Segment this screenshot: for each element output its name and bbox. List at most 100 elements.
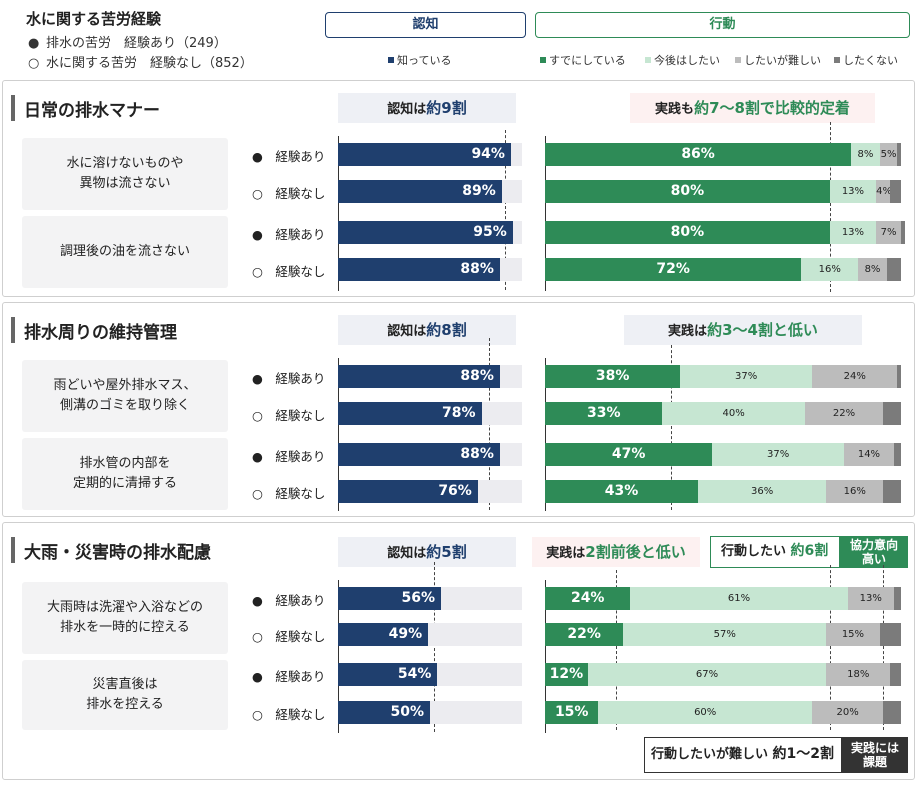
item-label: 雨どいや屋外排水マス、 側溝のゴミを取り除く	[22, 360, 228, 432]
callout-text: 認知は	[387, 102, 427, 117]
legend-awareness-label: 知っている	[397, 54, 452, 67]
section-title: 日常の排水マナー	[24, 101, 160, 121]
behavior-segment-1: 61%	[630, 587, 848, 610]
open-circle-icon: ○	[28, 56, 40, 71]
legend-experience-no-label: 水に関する苦労 経験なし（852）	[46, 56, 253, 71]
legend-behavior-1: 今後はしたい	[645, 52, 720, 68]
behavior-segment-2: 20%	[812, 701, 884, 724]
behavior-segment-3	[886, 258, 901, 281]
item-label: 調理後の油を流さない	[22, 216, 228, 288]
behavior-segment-3	[901, 221, 905, 244]
note-difficulty: 行動したいが難しい 約1～2割	[644, 737, 842, 773]
behavior-segment-2: 15%	[826, 623, 880, 646]
behavior-segment-3	[883, 402, 901, 425]
behavior-segment-0: 24%	[545, 587, 631, 610]
callout-text: 実践は	[668, 324, 708, 339]
item-label: 排水管の内部を 定期的に清掃する	[22, 438, 228, 510]
note-willingness-tag: 協力意向 高い	[840, 536, 908, 568]
behavior-segment-1: 37%	[712, 443, 845, 466]
reference-line	[883, 565, 885, 730]
behavior-callout: 実践も約7～8割で比較的定着	[630, 93, 875, 123]
behavior-segment-1: 13%	[829, 221, 877, 244]
behavior-segment-0: 22%	[545, 623, 624, 646]
behavior-segment-1: 16%	[801, 258, 859, 281]
group-label-no: ○ 経験なし	[252, 629, 326, 644]
awareness-bar: 88%	[338, 365, 500, 388]
item-label: 大雨時は洗濯や入浴などの 排水を一時的に控える	[22, 582, 228, 654]
behavior-segment-0: 47%	[545, 443, 713, 466]
group-label-no: ○ 経験なし	[252, 486, 326, 501]
behavior-segment-3	[893, 587, 901, 610]
group-label-no: ○ 経験なし	[252, 408, 326, 423]
behavior-callout: 実践は約3～4割と低い	[624, 315, 862, 345]
callout-highlight: 2割前後と低い	[585, 543, 686, 561]
section-title-bar	[11, 317, 15, 343]
note-text: 行動したい	[721, 544, 787, 559]
callout-text: 認知は	[387, 324, 427, 339]
page-title: 水に関する苦労経験	[26, 10, 162, 28]
awareness-bar: 56%	[338, 587, 442, 610]
behavior-segment-1: 36%	[698, 480, 827, 503]
behavior-segment-3	[897, 365, 901, 388]
item-label: 災害直後は 排水を控える	[22, 660, 228, 730]
behavior-segment-1: 57%	[623, 623, 827, 646]
legend-behavior-2: したいが難しい	[735, 52, 821, 68]
awareness-callout: 認知は約5割	[338, 537, 516, 567]
group-label-no: ○ 経験なし	[252, 186, 326, 201]
behavior-segment-0: 12%	[545, 663, 588, 686]
behavior-segment-2: 4%	[876, 180, 891, 203]
awareness-bar: 76%	[338, 480, 478, 503]
behavior-segment-1: 60%	[598, 701, 812, 724]
callout-text: 実践は	[546, 546, 586, 561]
behavior-segment-0: 33%	[545, 402, 663, 425]
note-willingness: 行動したい 約6割	[710, 536, 840, 568]
behavior-segment-1: 40%	[662, 402, 805, 425]
item-label: 水に溶けないものや 異物は流さない	[22, 138, 228, 210]
behavior-segment-1: 13%	[829, 180, 877, 203]
note-text: 行動したいが難しい	[651, 747, 769, 762]
legend-behavior-label: すでにしている	[549, 54, 626, 67]
reference-line	[505, 130, 507, 290]
filled-circle-icon: ●	[28, 36, 40, 51]
group-label-yes: ● 経験あり	[252, 669, 326, 684]
awareness-bar: 88%	[338, 443, 500, 466]
group-label-yes: ● 経験あり	[252, 371, 326, 386]
behavior-segment-0: 80%	[545, 221, 830, 244]
callout-highlight: 約7～8割で比較的定着	[694, 99, 850, 117]
behavior-segment-3	[890, 180, 901, 203]
note-highlight: 約6割	[790, 543, 829, 559]
behavior-segment-2: 22%	[804, 402, 884, 425]
awareness-bar: 78%	[338, 402, 482, 425]
behavior-segment-3	[883, 701, 901, 724]
legend-swatch-icon	[645, 57, 651, 63]
group-label-yes: ● 経験あり	[252, 449, 326, 464]
behavior-segment-1: 37%	[680, 365, 812, 388]
behavior-axis	[545, 580, 546, 733]
awareness-bar: 50%	[338, 701, 430, 724]
behavior-segment-3	[897, 143, 901, 166]
awareness-callout: 認知は約8割	[338, 315, 516, 345]
section-title: 大雨・災害時の排水配慮	[24, 543, 211, 563]
awareness-bar: 94%	[338, 143, 511, 166]
awareness-axis	[338, 136, 339, 291]
awareness-bar: 95%	[338, 221, 513, 244]
behavior-segment-2: 8%	[858, 258, 887, 281]
reference-line	[671, 345, 673, 510]
behavior-segment-2: 16%	[826, 480, 884, 503]
note-highlight: 約1～2割	[772, 746, 835, 762]
callout-highlight: 約5割	[426, 543, 467, 561]
legend-swatch-icon	[834, 57, 840, 63]
legend-experience-yes: ● 排水の苦労 経験あり（249）	[28, 32, 227, 51]
behavior-callout: 実践は2割前後と低い	[532, 537, 700, 567]
behavior-segment-3	[890, 663, 901, 686]
note-difficulty-tag: 実践には 課題	[842, 737, 908, 773]
behavior-segment-1: 67%	[587, 663, 827, 686]
legend-experience-no: ○ 水に関する苦労 経験なし（852）	[28, 52, 253, 71]
behavior-axis	[545, 136, 546, 291]
callout-highlight: 約3～4割と低い	[707, 321, 818, 339]
legend-behavior-label: 今後はしたい	[654, 54, 720, 67]
awareness-bar: 54%	[338, 663, 438, 686]
behavior-segment-1: 8%	[851, 143, 880, 166]
awareness-bar: 88%	[338, 258, 500, 281]
group-label-yes: ● 経験あり	[252, 149, 326, 164]
